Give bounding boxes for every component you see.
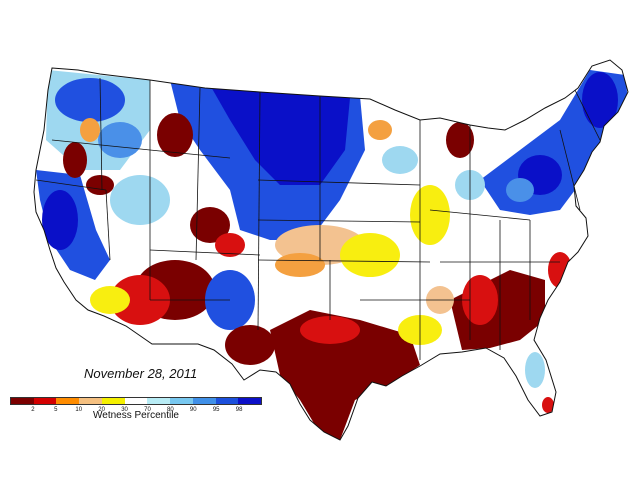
legend-tick-label: 80 (167, 407, 174, 413)
legend-swatch (56, 398, 80, 404)
wet-region (55, 78, 125, 122)
legend-colorbar (10, 397, 262, 405)
legend-tick-label: 95 (212, 407, 220, 413)
dry-region (110, 275, 170, 325)
dry-region (340, 233, 400, 277)
legend-tick-label: 10 (75, 407, 83, 413)
date-label: November 28, 2011 (84, 366, 198, 381)
legend-swatch (79, 398, 102, 404)
very-wet-region (582, 72, 618, 128)
state-boundary (99, 77, 103, 191)
wet-region (525, 352, 545, 388)
very-dry-region (190, 207, 230, 243)
very-dry-region (157, 113, 193, 157)
dry-region (368, 120, 392, 140)
very-dry-region (270, 310, 420, 440)
wet-region (506, 178, 534, 202)
legend-swatch (192, 398, 216, 404)
state-boundary (559, 129, 581, 211)
state-boundary (257, 219, 421, 223)
state-boundary (35, 179, 107, 191)
state-boundary (429, 209, 531, 221)
very-wet-region (210, 85, 350, 185)
legend-tick-label: 2 (31, 407, 35, 413)
legend-swatch (215, 398, 239, 404)
dry-region (215, 233, 245, 257)
very-wet-region (42, 190, 78, 250)
dry-region (275, 253, 325, 277)
legend-tick-label: 90 (189, 407, 197, 413)
very-dry-region (86, 175, 114, 195)
state-boundary (105, 189, 111, 261)
state-boundary (257, 259, 431, 263)
legend: 2 5 10 20 30 70 80 90 95 98 Wetness Percentile (10, 397, 262, 437)
dry-region (542, 397, 554, 413)
legend-swatch (33, 398, 57, 404)
wet-region (382, 146, 418, 174)
state-boundary (149, 149, 231, 159)
state-boundaries (35, 77, 601, 360)
legend-swatch (170, 398, 193, 404)
legend-tick-label: 5 (54, 407, 58, 413)
dry-region (80, 118, 100, 142)
wet-region (110, 175, 170, 225)
state-boundary (257, 91, 261, 331)
state-boundary (149, 249, 261, 256)
legend-title: Wetness Percentile (93, 410, 179, 421)
legend-swatch (11, 398, 34, 404)
dry-region (462, 275, 498, 325)
dry-region (90, 286, 130, 314)
legend-swatch (124, 398, 148, 404)
very-dry-region (225, 325, 275, 365)
legend-tick-label: 30 (121, 407, 128, 413)
legend-ticks: 2 5 10 20 30 70 80 90 95 98 (10, 407, 262, 417)
legend-swatch (238, 398, 262, 404)
state-boundary (257, 179, 421, 186)
legend-tick-label: 98 (235, 407, 243, 413)
dry-region (300, 316, 360, 344)
very-dry-region (446, 122, 474, 158)
legend-tick-label: 20 (98, 407, 105, 413)
legend-tick-label: 70 (144, 407, 151, 413)
dry-region (410, 185, 450, 245)
wet-region (98, 122, 142, 158)
very-dry-region (63, 142, 87, 178)
legend-swatch (147, 398, 171, 404)
state-boundary (195, 87, 201, 261)
legend-swatch (101, 398, 125, 404)
state-boundary (574, 89, 601, 141)
